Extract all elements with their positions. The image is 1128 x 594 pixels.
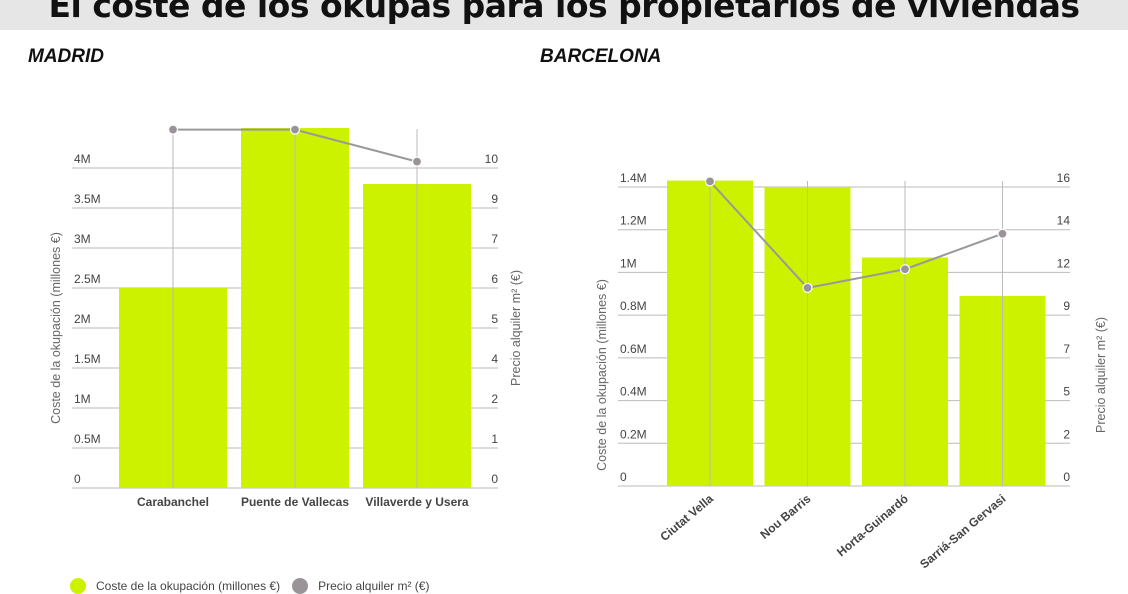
left-tick-label: 2.5M bbox=[74, 272, 101, 286]
right-tick-label: 9 bbox=[491, 192, 498, 206]
price-point[interactable] bbox=[411, 156, 423, 167]
price-line bbox=[709, 180, 1003, 289]
barcelona-title: BARCELONA bbox=[540, 46, 662, 67]
left-tick-label: 4M bbox=[74, 152, 91, 166]
right-tick-label: 12 bbox=[1057, 256, 1071, 270]
right-tick-label: 0 bbox=[491, 472, 498, 486]
category-label: Ciutat Vella bbox=[657, 491, 716, 544]
header-bar: El coste de los okupas para los propieta… bbox=[0, 0, 1128, 30]
price-point[interactable] bbox=[704, 176, 716, 187]
right-tick-label: 7 bbox=[491, 232, 498, 246]
category-label: Carabanchel bbox=[137, 495, 209, 509]
madrid-left-axis-title: Coste de la okupación (millones €) bbox=[49, 232, 63, 424]
left-tick-label: 1M bbox=[74, 392, 91, 406]
left-tick-label: 0 bbox=[74, 472, 81, 486]
right-tick-label: 2 bbox=[1063, 427, 1070, 441]
left-tick-label: 1.2M bbox=[620, 214, 647, 228]
left-tick-label: 1M bbox=[620, 256, 637, 270]
right-tick-label: 2 bbox=[491, 392, 498, 406]
left-tick-label: 1.4M bbox=[620, 171, 647, 185]
category-label: Nou Barris bbox=[757, 491, 813, 541]
left-tick-label: 3M bbox=[74, 232, 91, 246]
category-label: Puente de Vallecas bbox=[241, 495, 349, 509]
category-label: Horta-Guinardó bbox=[834, 492, 911, 560]
right-tick-label: 9 bbox=[1063, 299, 1070, 313]
left-tick-label: 3.5M bbox=[74, 192, 101, 206]
price-point[interactable] bbox=[802, 282, 813, 294]
right-tick-label: 7 bbox=[1063, 342, 1070, 356]
price-point[interactable] bbox=[289, 124, 301, 135]
legend-line-swatch-icon bbox=[292, 578, 309, 594]
right-tick-label: 4 bbox=[491, 352, 498, 366]
madrid-title: MADRID bbox=[28, 46, 104, 67]
right-tick-label: 14 bbox=[1057, 214, 1071, 228]
legend-line-label: Precio alquiler m² (€) bbox=[318, 579, 430, 593]
right-tick-label: 5 bbox=[1063, 385, 1070, 399]
right-tick-label: 1 bbox=[491, 432, 498, 446]
category-label: Sarriá-San Gervasi bbox=[917, 492, 1008, 572]
legend: Coste de la okupación (millones €) Preci… bbox=[70, 578, 441, 594]
left-tick-label: 0.6M bbox=[620, 342, 647, 356]
category-label: Villaverde y Usera bbox=[365, 495, 469, 509]
left-tick-label: 0.5M bbox=[74, 432, 101, 446]
barcelona-right-axis-title: Precio alquiler m² (€) bbox=[1094, 317, 1108, 433]
madrid-right-axis-title: Precio alquiler m² (€) bbox=[509, 270, 523, 386]
legend-bar-swatch-icon bbox=[70, 578, 86, 594]
right-tick-label: 0 bbox=[1063, 470, 1070, 484]
left-tick-label: 0.2M bbox=[620, 427, 647, 441]
page-title: El coste de los okupas para los propieta… bbox=[48, 0, 1081, 25]
left-tick-label: 0.4M bbox=[620, 385, 647, 399]
right-tick-label: 5 bbox=[491, 312, 498, 326]
left-tick-label: 0.8M bbox=[620, 299, 647, 313]
left-tick-label: 0 bbox=[620, 470, 627, 484]
right-tick-label: 10 bbox=[485, 152, 499, 166]
right-tick-label: 16 bbox=[1057, 171, 1071, 185]
legend-bar-label: Coste de la okupación (millones €) bbox=[96, 579, 281, 593]
price-point[interactable] bbox=[899, 264, 911, 275]
madrid-chart: 0 0.5M 1M 1.5M 2M 2.5M 3M 3.5M 4M 0 1 2 4 5 6 7 9 10 Car… bbox=[49, 124, 523, 509]
left-tick-label: 1.5M bbox=[74, 352, 101, 366]
price-point[interactable] bbox=[997, 228, 1008, 239]
right-tick-label: 6 bbox=[491, 272, 498, 286]
left-tick-label: 2M bbox=[74, 312, 91, 326]
barcelona-left-axis-title: Coste de la okupación (millones €) bbox=[595, 279, 609, 471]
price-point[interactable] bbox=[167, 124, 179, 135]
